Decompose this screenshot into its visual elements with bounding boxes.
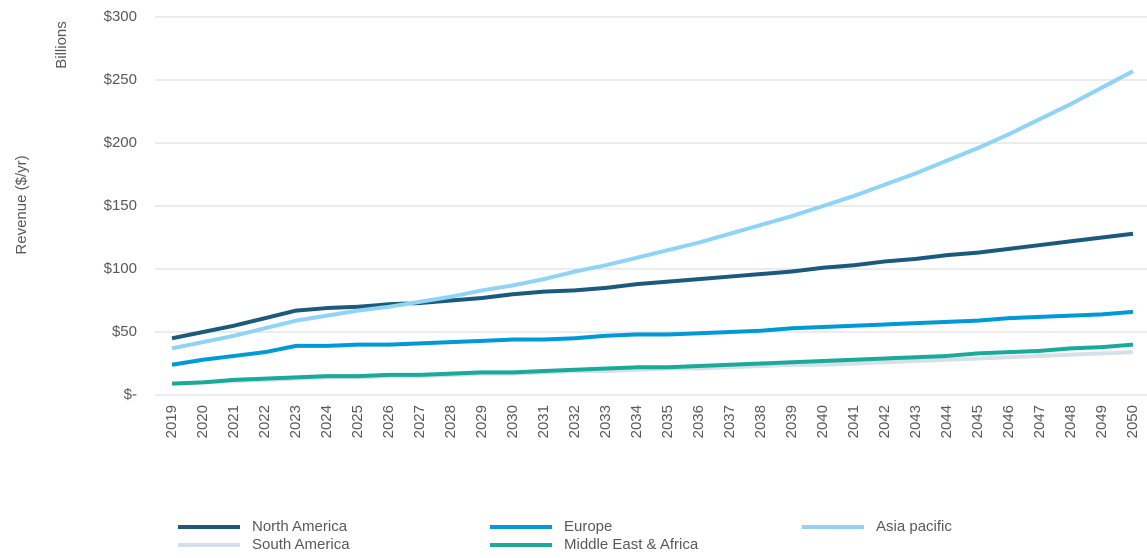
x-tick-label: 2022 <box>256 405 273 438</box>
x-tick-label: 2019 <box>163 405 180 438</box>
x-tick-label: 2036 <box>690 405 707 438</box>
series-line <box>171 342 1134 386</box>
series-line <box>171 231 1134 341</box>
x-tick-label: 2020 <box>194 405 211 438</box>
x-tick-label: 2037 <box>721 405 738 438</box>
y-unit-label: Billions <box>53 21 70 69</box>
x-tick-label: 2027 <box>411 405 428 438</box>
legend-label: South America <box>252 536 350 553</box>
x-tick-label: 2047 <box>1031 405 1048 438</box>
y-tick-label: $150 <box>104 197 137 214</box>
x-tick-label: 2039 <box>783 405 800 438</box>
series-line <box>171 69 1134 351</box>
x-tick-label: 2030 <box>504 405 521 438</box>
x-tick-label: 2028 <box>442 405 459 438</box>
x-tick-label: 2026 <box>380 405 397 438</box>
x-tick-label: 2034 <box>628 405 645 438</box>
y-tick-label: $50 <box>112 323 137 340</box>
x-tick-label: 2050 <box>1124 405 1141 438</box>
x-tick-label: 2044 <box>938 405 955 438</box>
x-tick-label: 2029 <box>473 405 490 438</box>
y-axis-label: Revenue ($/yr) <box>13 155 30 254</box>
x-tick-label: 2023 <box>287 405 304 438</box>
x-tick-label: 2042 <box>876 405 893 438</box>
x-tick-label: 2024 <box>318 405 335 438</box>
y-tick-label: $300 <box>104 8 137 25</box>
x-tick-label: 2049 <box>1093 405 1110 438</box>
legend-label: North America <box>252 518 348 535</box>
x-tick-label: 2043 <box>907 405 924 438</box>
legend-label: Asia pacific <box>876 518 952 535</box>
x-tick-label: 2032 <box>566 405 583 438</box>
legend-label: Europe <box>564 518 612 535</box>
x-tick-label: 2041 <box>845 405 862 438</box>
y-tick-label: $250 <box>104 71 137 88</box>
x-tick-label: 2046 <box>1000 405 1017 438</box>
x-tick-label: 2031 <box>535 405 552 438</box>
x-tick-label: 2045 <box>969 405 986 438</box>
y-tick-label: $100 <box>104 260 137 277</box>
y-tick-label: $200 <box>104 134 137 151</box>
x-tick-label: 2038 <box>752 405 769 438</box>
x-tick-label: 2021 <box>225 405 242 438</box>
y-tick-label: $- <box>124 386 137 403</box>
x-tick-label: 2035 <box>659 405 676 438</box>
x-tick-label: 2048 <box>1062 405 1079 438</box>
x-tick-label: 2033 <box>597 405 614 438</box>
series-line <box>171 309 1134 367</box>
legend-label: Middle East & Africa <box>564 536 699 553</box>
x-tick-label: 2025 <box>349 405 366 438</box>
x-tick-label: 2040 <box>814 405 831 438</box>
